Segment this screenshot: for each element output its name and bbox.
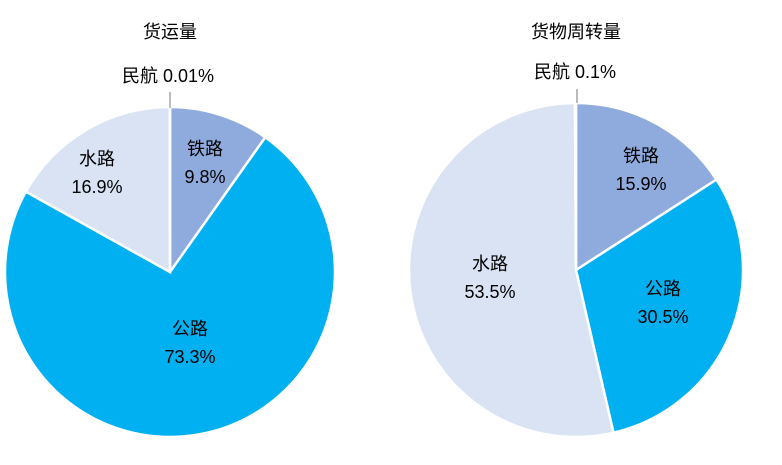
pie-slice-铁路: [168, 105, 268, 276]
slice-value-label: 9.8%: [184, 167, 225, 187]
pie-slice-公路: [574, 177, 745, 435]
slice-value-label: 73.3%: [164, 347, 215, 367]
slice-callout-label: 民航 0.1%: [534, 62, 616, 82]
slice-label: 水路: [79, 149, 115, 169]
pie-slice-民航: [573, 101, 578, 271]
slice-label: 铁路: [623, 146, 659, 166]
slice-label: 铁路: [187, 139, 223, 159]
chart-title: 货物周转量: [531, 22, 621, 42]
slice-label: 公路: [645, 279, 681, 299]
pie-slice-铁路: [574, 101, 719, 273]
slice-label: 公路: [172, 319, 208, 339]
slice-value-label: 16.9%: [71, 177, 122, 197]
pie-slice-公路: [3, 135, 337, 439]
pie-slice-水路: [24, 105, 172, 275]
pie-slice-水路: [407, 101, 615, 439]
slice-label: 水路: [472, 254, 508, 274]
slice-value-label: 15.9%: [615, 174, 666, 194]
chart-title: 货运量: [143, 22, 197, 42]
slice-value-label: 30.5%: [637, 307, 688, 327]
slice-value-label: 53.5%: [464, 282, 515, 302]
slice-callout-label: 民航 0.01%: [122, 66, 214, 86]
